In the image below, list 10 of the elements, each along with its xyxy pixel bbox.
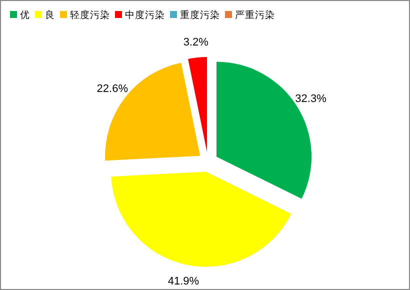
legend-label: 重度污染 <box>180 9 220 21</box>
legend-label: 中度污染 <box>125 9 165 21</box>
data-label: 32.3% <box>295 93 327 106</box>
legend-label: 优 <box>20 10 30 21</box>
legend-label: 严重污染 <box>235 9 275 21</box>
data-label: 41.9% <box>168 275 200 288</box>
data-label: 22.6% <box>96 82 128 95</box>
legend-label: 良 <box>45 9 55 21</box>
data-label: 3.2% <box>183 36 209 49</box>
legend-label: 轻度污染 <box>70 9 110 21</box>
